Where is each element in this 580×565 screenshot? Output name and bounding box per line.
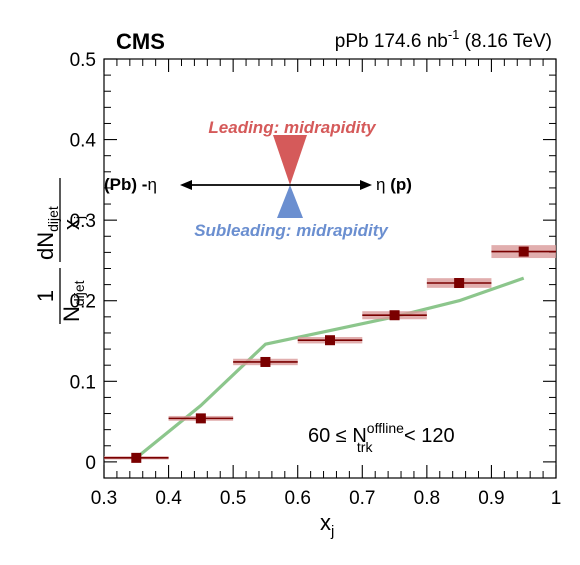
y-label-denominator: Ndijet <box>59 280 87 322</box>
x-tick-label: 1 <box>551 488 562 509</box>
y-tick-label: 0.1 <box>70 372 96 393</box>
data-points-layer <box>104 246 556 463</box>
x-tick-label: 0.6 <box>285 488 311 509</box>
subleading-cone <box>277 185 303 218</box>
data-point <box>325 335 335 346</box>
pb-eta-label: (Pb) -η <box>104 175 157 194</box>
subleading-label: Subleading: midrapidity <box>194 221 389 240</box>
y-tick-label: 0.2 <box>70 292 96 313</box>
x-tick-label: 0.8 <box>414 488 440 509</box>
y-tick-label: 0 <box>85 453 96 474</box>
x-axis-label: xj <box>320 510 334 540</box>
data-point <box>389 310 400 321</box>
p-eta-label: η (p) <box>376 175 412 194</box>
experiment-label: CMS <box>116 29 165 54</box>
leading-cone <box>273 135 307 185</box>
y-label-dx: xj <box>59 216 87 230</box>
model-curve-layer <box>135 276 525 460</box>
collision-label: pPb 174.6 nb-1 (8.16 TeV) <box>335 27 552 52</box>
data-point <box>195 413 206 424</box>
x-tick-label: 0.9 <box>478 488 504 509</box>
x-tick-label: 0.7 <box>349 488 375 509</box>
rapidity-annotation: Leading: midrapidity Subleading: midrapi… <box>104 118 412 240</box>
left-arrow-head <box>180 180 192 190</box>
leading-label: Leading: midrapidity <box>208 118 377 137</box>
data-point <box>518 246 529 257</box>
right-arrow-head <box>360 180 372 190</box>
y-tick-label: 0.4 <box>70 131 97 152</box>
axis-tick-labels: 0.3 0.4 0.5 0.6 0.7 0.8 0.9 1 0 0.1 0.2 0.3 0.4 0.5 <box>70 50 562 509</box>
data-point <box>131 452 142 463</box>
x-tick-label: 0.3 <box>91 488 117 509</box>
y-tick-label: 0.5 <box>70 50 96 71</box>
model-curve <box>135 276 525 460</box>
y-label-one: 1 <box>33 290 58 302</box>
data-point <box>454 278 465 289</box>
y-tick-label: 0.3 <box>70 211 96 232</box>
x-tick-label: 0.4 <box>155 488 182 509</box>
multiplicity-cut-label: 60 ≤ Noffline trk < 120 <box>308 420 455 455</box>
x-tick-label: 0.5 <box>220 488 246 509</box>
y-label-dn: dNdijet <box>33 206 61 260</box>
y-axis-label: 1 Ndijet dNdijet xj <box>33 178 87 324</box>
data-point <box>260 356 271 367</box>
